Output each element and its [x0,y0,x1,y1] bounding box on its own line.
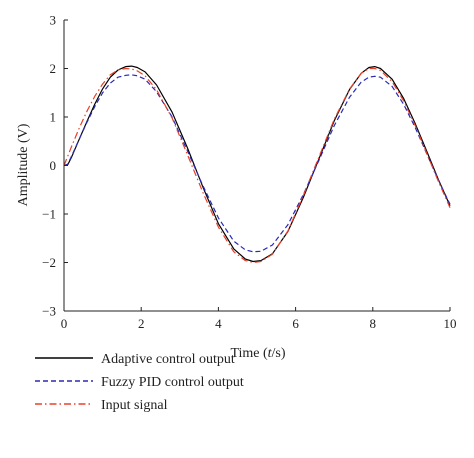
x-axis-label-variable: t [268,346,273,361]
legend-label: Input signal [101,398,168,413]
x-tick-label: 2 [138,316,145,331]
x-tick-label: 10 [444,316,457,331]
series-line-3 [63,67,451,264]
y-tick-label: 0 [50,158,57,173]
series-line-1 [63,65,451,263]
x-axis-label-part: Time ( [230,346,268,361]
legend: Adaptive control output Fuzzy PID control… [35,352,244,413]
y-tick-label: −2 [42,255,56,270]
y-tick-label: 2 [50,61,57,76]
x-axis-label-part: /s) [272,346,286,361]
y-tick-label: 3 [50,13,57,28]
y-tick-label: −1 [42,207,56,222]
y-tick-label: −3 [42,304,56,319]
series-layer [63,65,451,264]
x-tick-label: 0 [61,316,68,331]
x-axis-label: Time (t/s) [230,346,285,361]
y-tick-label: 1 [50,110,57,125]
y-axis-label: Amplitude (V) [16,123,31,206]
x-tick-label: 4 [215,316,222,331]
legend-label: Fuzzy PID control output [101,375,244,390]
x-tick-label: 6 [292,316,299,331]
legend-label: Adaptive control output [101,352,235,367]
axes-layer: −3 −2 −1 0 1 2 3 0 2 4 6 8 10 [42,13,456,332]
series-line-2 [63,74,451,253]
x-tick-label: 8 [370,316,377,331]
